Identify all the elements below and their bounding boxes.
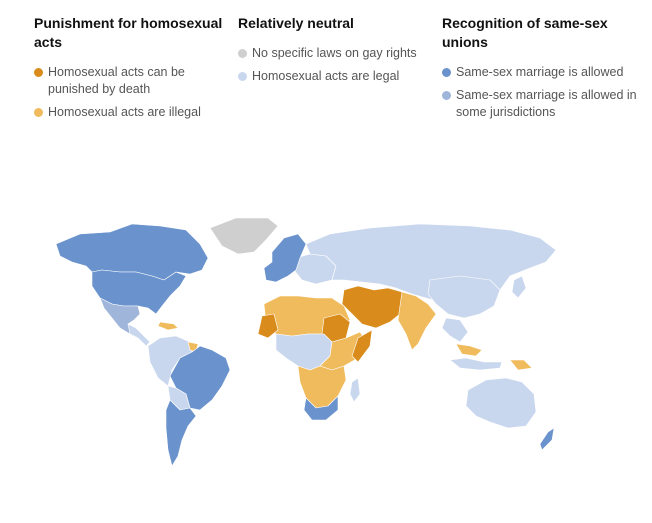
- legend-item-some-jurisdictions: Same-sex marriage is allowed in some jur…: [442, 87, 642, 121]
- australia-shape: [465, 377, 537, 429]
- legal-swatch-icon: [238, 72, 247, 81]
- middle-east-shape: [341, 285, 409, 329]
- new-zealand-shape: [539, 427, 555, 451]
- legend-group-punishment: Punishment for homosexual acts Homosexua…: [34, 14, 224, 127]
- legend-group-title: Relatively neutral: [238, 15, 354, 31]
- argentina-shape: [165, 399, 197, 467]
- central-america-shape: [127, 323, 151, 347]
- no-laws-swatch-icon: [238, 49, 247, 58]
- southern-africa-shape: [297, 365, 347, 409]
- papua-shape: [509, 359, 533, 371]
- world-map-svg: [55, 217, 557, 467]
- legend-item-no-laws: No specific laws on gay rights: [238, 45, 428, 62]
- legend-item-label: Homosexual acts can be punished by death: [48, 65, 185, 96]
- legend-group-title: Punishment for homosexual acts: [34, 15, 223, 50]
- indonesia-shape: [449, 357, 503, 371]
- east-africa-shape: [319, 331, 369, 371]
- greenland-shape: [209, 217, 279, 255]
- southeast-asia-shape: [441, 317, 469, 343]
- legend-item-label: No specific laws on gay rights: [252, 46, 417, 60]
- legend-item-death: Homosexual acts can be punished by death: [34, 64, 224, 98]
- marriage-swatch-icon: [442, 68, 451, 77]
- legend-item-label: Same-sex marriage is allowed: [456, 65, 624, 79]
- caribbean-shape: [157, 321, 179, 331]
- western-europe-shape: [263, 233, 307, 283]
- south-asia-shape: [397, 291, 437, 351]
- china-shape: [427, 275, 501, 319]
- legend-item-illegal: Homosexual acts are illegal: [34, 104, 224, 121]
- legend-group-recognition: Recognition of same-sex unions Same-sex …: [442, 14, 642, 127]
- some-jurisdictions-swatch-icon: [442, 91, 451, 100]
- legend-group-neutral: Relatively neutral No specific laws on g…: [238, 14, 428, 91]
- legend-item-label: Homosexual acts are legal: [252, 69, 400, 83]
- canada-shape: [55, 223, 209, 281]
- legend-item-label: Same-sex marriage is allowed in some jur…: [456, 88, 637, 119]
- somalia-shape: [351, 329, 373, 363]
- south-africa-shape: [303, 395, 339, 421]
- illegal-swatch-icon: [34, 108, 43, 117]
- map-legend: Punishment for homosexual acts Homosexua…: [0, 14, 652, 154]
- legend-item-label: Homosexual acts are illegal: [48, 105, 201, 119]
- malaysia-shape: [455, 343, 483, 357]
- legend-item-legal: Homosexual acts are legal: [238, 68, 428, 85]
- world-map: [40, 210, 620, 470]
- madagascar-shape: [349, 377, 361, 403]
- legend-item-marriage: Same-sex marriage is allowed: [442, 64, 642, 81]
- japan-shape: [511, 275, 527, 299]
- death-swatch-icon: [34, 68, 43, 77]
- legend-group-title: Recognition of same-sex unions: [442, 15, 608, 50]
- mauritania-shape: [257, 313, 279, 339]
